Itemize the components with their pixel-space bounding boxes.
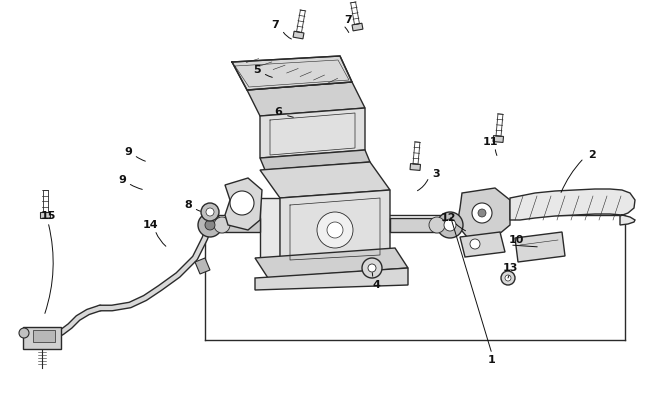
Polygon shape — [460, 232, 505, 257]
Text: 4: 4 — [372, 280, 380, 290]
Polygon shape — [352, 23, 363, 31]
Circle shape — [368, 264, 376, 272]
Polygon shape — [260, 150, 370, 170]
Circle shape — [327, 222, 343, 238]
Polygon shape — [493, 135, 504, 143]
Circle shape — [206, 208, 214, 216]
Polygon shape — [218, 218, 260, 232]
Polygon shape — [195, 258, 210, 274]
Circle shape — [472, 203, 492, 223]
Text: 15: 15 — [40, 211, 56, 221]
Text: 14: 14 — [142, 220, 158, 230]
Circle shape — [478, 209, 486, 217]
Circle shape — [19, 328, 29, 338]
Circle shape — [437, 212, 463, 238]
Text: 5: 5 — [254, 65, 261, 75]
Circle shape — [230, 191, 254, 215]
Text: 7: 7 — [271, 20, 279, 30]
Circle shape — [198, 213, 222, 237]
Polygon shape — [293, 31, 304, 39]
Circle shape — [317, 212, 353, 248]
Text: 2: 2 — [588, 150, 596, 160]
Circle shape — [362, 258, 382, 278]
Text: 8: 8 — [184, 200, 192, 210]
Text: 1: 1 — [488, 355, 496, 365]
Text: 3: 3 — [432, 169, 440, 179]
Text: 12: 12 — [440, 213, 456, 223]
Circle shape — [501, 271, 515, 285]
Circle shape — [505, 275, 511, 281]
Circle shape — [201, 203, 219, 221]
Text: 6: 6 — [274, 107, 282, 117]
Polygon shape — [247, 82, 365, 116]
Polygon shape — [260, 108, 365, 158]
Polygon shape — [410, 164, 421, 170]
Circle shape — [214, 217, 230, 233]
Circle shape — [470, 239, 480, 249]
Polygon shape — [515, 232, 565, 262]
Text: 9: 9 — [124, 147, 132, 157]
Circle shape — [205, 220, 215, 230]
Text: 9: 9 — [118, 175, 126, 185]
Bar — [33, 330, 55, 342]
Bar — [23, 327, 61, 349]
Polygon shape — [280, 190, 390, 265]
Polygon shape — [260, 198, 280, 260]
Polygon shape — [232, 56, 352, 90]
Polygon shape — [255, 268, 408, 290]
Text: 11: 11 — [482, 137, 498, 147]
Polygon shape — [457, 188, 510, 238]
Polygon shape — [40, 212, 50, 218]
Text: 7: 7 — [344, 15, 352, 25]
Polygon shape — [510, 189, 635, 225]
Circle shape — [444, 219, 456, 231]
Polygon shape — [225, 178, 262, 230]
Polygon shape — [260, 162, 390, 198]
Polygon shape — [255, 248, 408, 278]
Polygon shape — [390, 218, 445, 232]
Text: 10: 10 — [508, 235, 524, 245]
Text: 13: 13 — [502, 263, 517, 273]
Circle shape — [429, 217, 445, 233]
